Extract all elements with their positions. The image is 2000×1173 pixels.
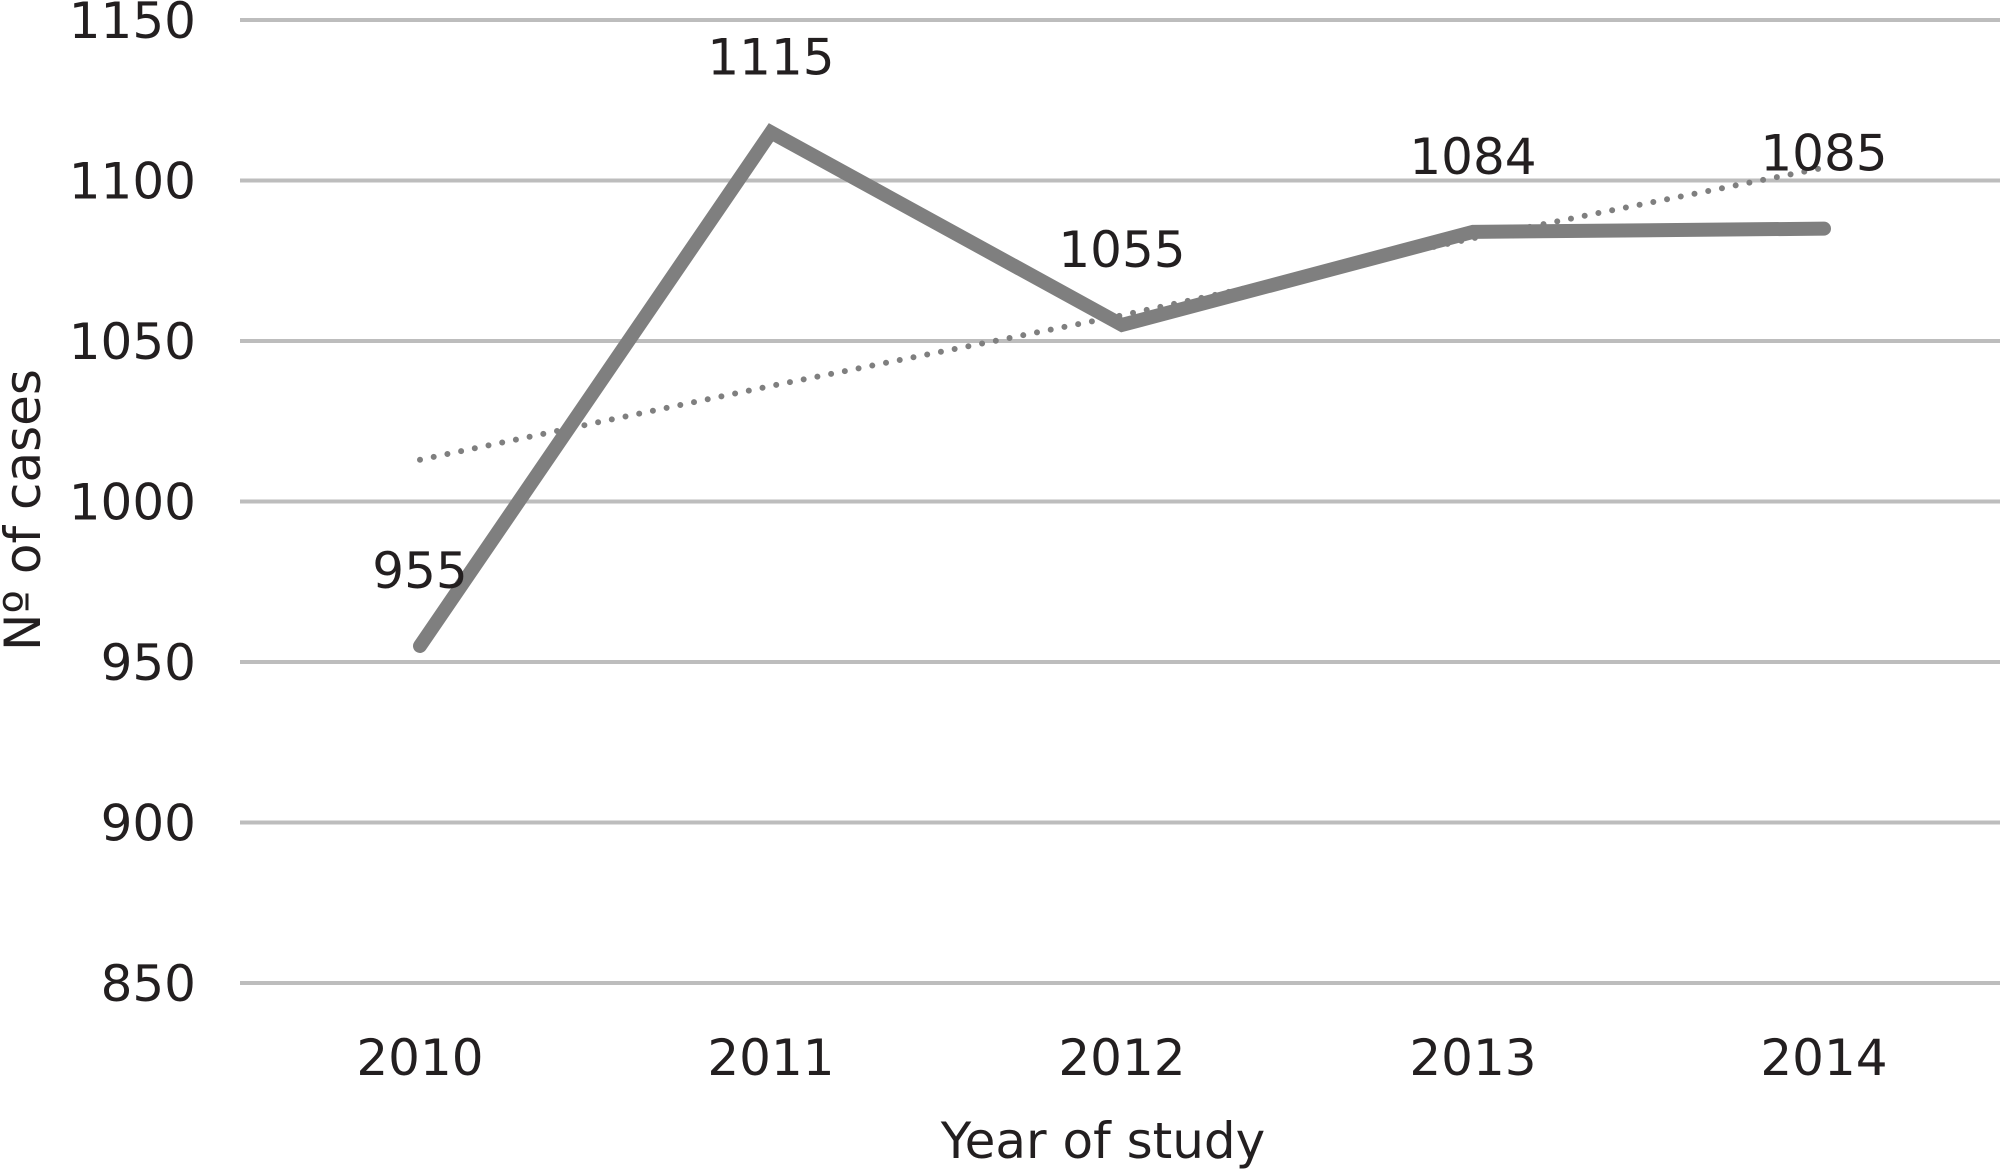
y-tick-label: 1050 — [69, 313, 196, 371]
cases-line — [413, 123, 1831, 653]
y-tick-label: 1150 — [69, 0, 196, 50]
x-tick-label: 2010 — [356, 1029, 483, 1087]
data-label: 1085 — [1760, 125, 1887, 183]
gridlines — [240, 18, 2000, 985]
data-label: 1055 — [1058, 221, 1185, 279]
y-tick-label: 950 — [101, 634, 196, 692]
trendline-series — [417, 164, 1827, 463]
y-axis-title: Nº of cases — [0, 369, 52, 651]
data-label: 1115 — [707, 28, 834, 86]
x-tick-label: 2011 — [707, 1029, 834, 1087]
data-label: 1084 — [1409, 128, 1536, 186]
y-tick-label: 850 — [101, 955, 196, 1013]
x-axis-title: Year of study — [940, 1112, 1266, 1170]
y-tick-label: 1000 — [69, 474, 196, 532]
x-tick-label: 2012 — [1058, 1029, 1185, 1087]
y-tick-label: 1100 — [69, 153, 196, 211]
y-axis-tick-labels: 850 900 950 1000 1050 1100 1150 — [69, 0, 196, 1013]
x-axis-tick-labels: 2010 2011 2012 2013 2014 — [356, 1029, 1887, 1087]
data-label: 955 — [372, 542, 467, 600]
cases-series — [413, 123, 1831, 653]
y-tick-label: 900 — [101, 795, 196, 853]
x-tick-label: 2013 — [1409, 1029, 1536, 1087]
x-tick-label: 2014 — [1760, 1029, 1887, 1087]
trendline — [417, 164, 1827, 463]
data-labels: 955 1115 1055 1084 1085 — [372, 28, 1887, 600]
